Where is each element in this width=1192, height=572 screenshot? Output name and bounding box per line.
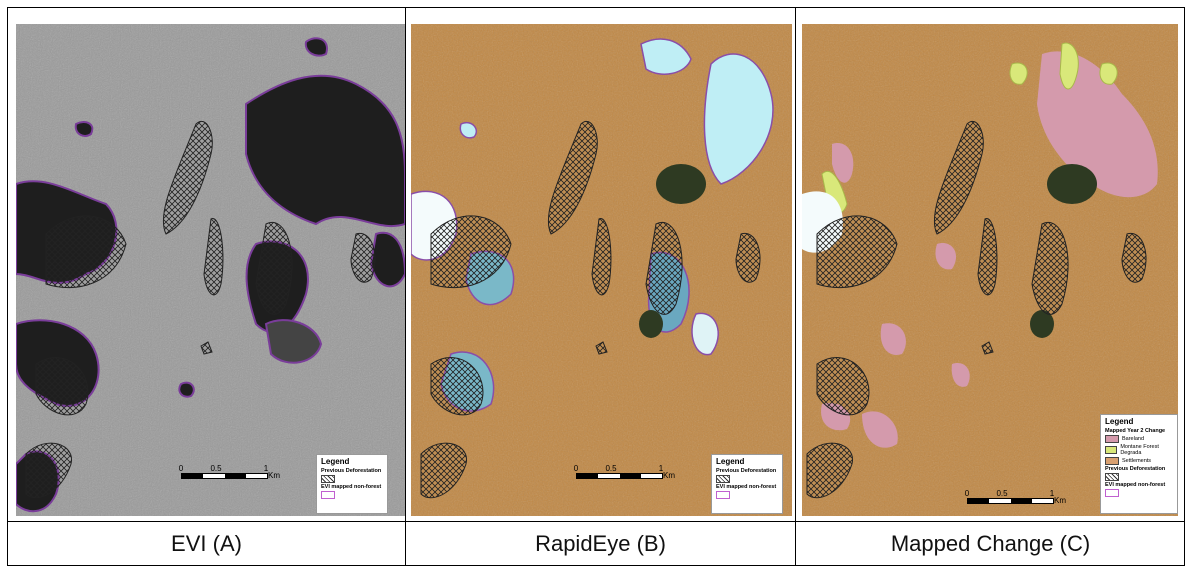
scale-tick: 0 — [964, 489, 970, 498]
scale-tick: 0.5 — [996, 489, 1008, 498]
legend-subtitle: Mapped Year 2 Change — [1105, 428, 1166, 434]
settlements-swatch — [1105, 457, 1119, 465]
scale-tick: 0.5 — [605, 464, 617, 473]
legend-item-bareland: Bareland — [1122, 436, 1145, 442]
legend-previous-deforestation: Previous Deforestation — [1105, 466, 1166, 472]
outline-swatch — [716, 491, 730, 499]
map-panel-evi: Legend Previous Deforestation EVI mapped… — [16, 24, 405, 516]
legend-item-montane: Montane Forest Degrada — [1120, 444, 1159, 456]
hatch-swatch — [1105, 473, 1119, 481]
legend-item-settlements: Settlements — [1122, 458, 1152, 464]
legend-evi-non-forest: EVI mapped non-forest — [716, 484, 777, 490]
caption-rapideye: RapidEye (B) — [535, 531, 666, 556]
figure-frame — [7, 7, 1185, 566]
legend-title: Legend — [321, 457, 350, 466]
bareland-swatch — [1105, 435, 1119, 443]
rapideye-map — [411, 24, 792, 516]
divider — [795, 7, 796, 566]
scale-bar: 0 0.5 1 Km — [952, 489, 1066, 507]
hatch-swatch — [321, 475, 335, 483]
scale-tick: 0 — [573, 464, 579, 473]
scale-unit: Km — [663, 471, 675, 480]
caption-evi: EVI (A) — [171, 531, 242, 556]
legend: Legend Mapped Year 2 Change Bareland Mon… — [1100, 414, 1178, 514]
legend-title: Legend — [716, 457, 745, 466]
legend-evi-non-forest: EVI mapped non-forest — [1105, 482, 1166, 488]
scale-tick: 1 — [1049, 489, 1055, 498]
outline-swatch — [321, 491, 335, 499]
outline-swatch — [1105, 489, 1119, 497]
legend: Legend Previous Deforestation EVI mapped… — [711, 454, 783, 514]
scale-tick: 1 — [658, 464, 664, 473]
caption-divider — [7, 521, 1185, 522]
map-panel-rapideye: Legend Previous Deforestation EVI mapped… — [411, 24, 792, 516]
evi-map — [16, 24, 405, 516]
scale-tick: 0 — [178, 464, 184, 473]
montane-swatch — [1105, 446, 1118, 454]
scale-unit: Km — [268, 471, 280, 480]
scale-tick: 0.5 — [210, 464, 222, 473]
legend-title: Legend — [1105, 417, 1134, 426]
scale-bar: 0 0.5 1 Km — [561, 464, 675, 482]
divider — [405, 7, 406, 566]
map-panel-mapped-change: Legend Mapped Year 2 Change Bareland Mon… — [802, 24, 1178, 516]
caption-mapped-change: Mapped Change (C) — [890, 531, 1091, 556]
scale-tick: 1 — [263, 464, 269, 473]
scale-bar: 0 0.5 1 Km — [166, 464, 280, 482]
scale-unit: Km — [1054, 496, 1066, 505]
legend-previous-deforestation: Previous Deforestation — [321, 468, 382, 474]
hatch-swatch — [716, 475, 730, 483]
legend: Legend Previous Deforestation EVI mapped… — [316, 454, 388, 514]
legend-evi-non-forest: EVI mapped non-forest — [321, 484, 382, 490]
legend-previous-deforestation: Previous Deforestation — [716, 468, 777, 474]
